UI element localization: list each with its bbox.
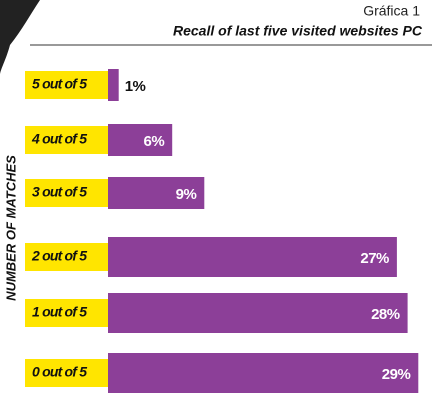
value-label: 29%: [382, 366, 411, 383]
value-label: 6%: [144, 133, 165, 150]
category-label: 2 out of 5: [31, 248, 87, 264]
category-box: [25, 71, 108, 99]
category-label: 1 out of 5: [32, 304, 87, 320]
bar: [108, 124, 173, 156]
value-label: 27%: [360, 250, 389, 267]
category-label: 5 out of 5: [32, 76, 87, 92]
bar: [108, 177, 205, 209]
value-label: 9%: [176, 186, 197, 203]
decoration: [0, 0, 40, 75]
chart-title: Recall of last five visited websites PC: [173, 23, 423, 39]
chart-label: Gráfica 1: [363, 3, 420, 19]
bar: [108, 69, 119, 101]
category-box: [25, 359, 108, 387]
bar: [108, 353, 419, 393]
category-box: [25, 126, 108, 154]
category-box: [25, 243, 108, 271]
y-axis-label: NUMBER OF MATCHES: [3, 155, 18, 301]
value-label: 1%: [125, 78, 146, 95]
bar: [108, 293, 408, 333]
bar: [108, 237, 397, 277]
value-label: 28%: [371, 306, 400, 323]
category-label: 4 out of 5: [31, 131, 87, 147]
category-label: 3 out of 5: [32, 184, 87, 200]
category-label: 0 out of 5: [32, 364, 87, 380]
category-box: [25, 179, 108, 207]
category-box: [25, 299, 108, 327]
